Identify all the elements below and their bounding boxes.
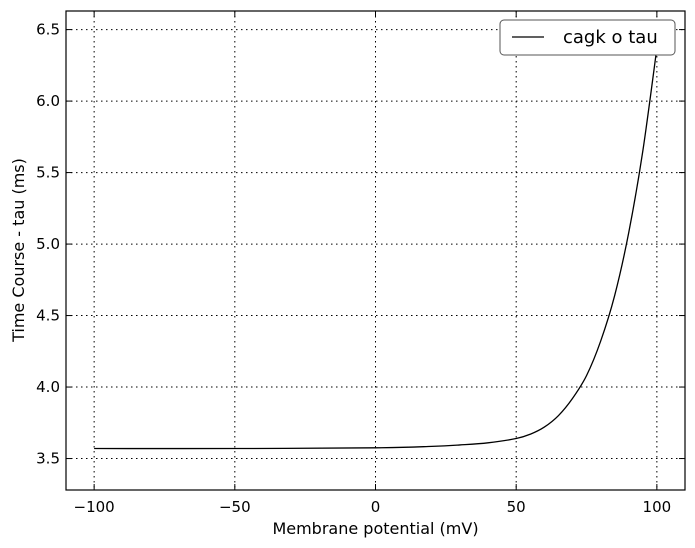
- x-tick-label: 100: [643, 498, 672, 516]
- y-tick-label: 5.0: [36, 235, 60, 253]
- y-tick-label: 4.5: [36, 307, 60, 325]
- y-axis-label: Time Course - tau (ms): [9, 158, 28, 343]
- legend: cagk o tau: [500, 20, 675, 55]
- x-tick-label: 50: [507, 498, 526, 516]
- y-tick-label: 6.5: [36, 21, 60, 39]
- plot-frame: [66, 11, 685, 490]
- axis-ticks: −100 −50 0 50 100 3.5 4.0 4.5 5.0 5.5 6.0 6.5: [36, 11, 685, 516]
- y-tick-label: 4.0: [36, 378, 60, 396]
- y-tick-label: 5.5: [36, 164, 60, 182]
- series-line-cagk-o-tau: [94, 48, 657, 448]
- y-tick-label: 3.5: [36, 450, 60, 468]
- x-tick-label: 0: [371, 498, 381, 516]
- y-tick-label: 6.0: [36, 92, 60, 110]
- x-tick-label: −50: [219, 498, 251, 516]
- legend-entry-label: cagk o tau: [563, 27, 658, 48]
- grid-lines: [66, 11, 685, 490]
- x-axis-label: Membrane potential (mV): [272, 519, 478, 538]
- x-tick-label: −100: [74, 498, 115, 516]
- series-layer: [94, 48, 657, 448]
